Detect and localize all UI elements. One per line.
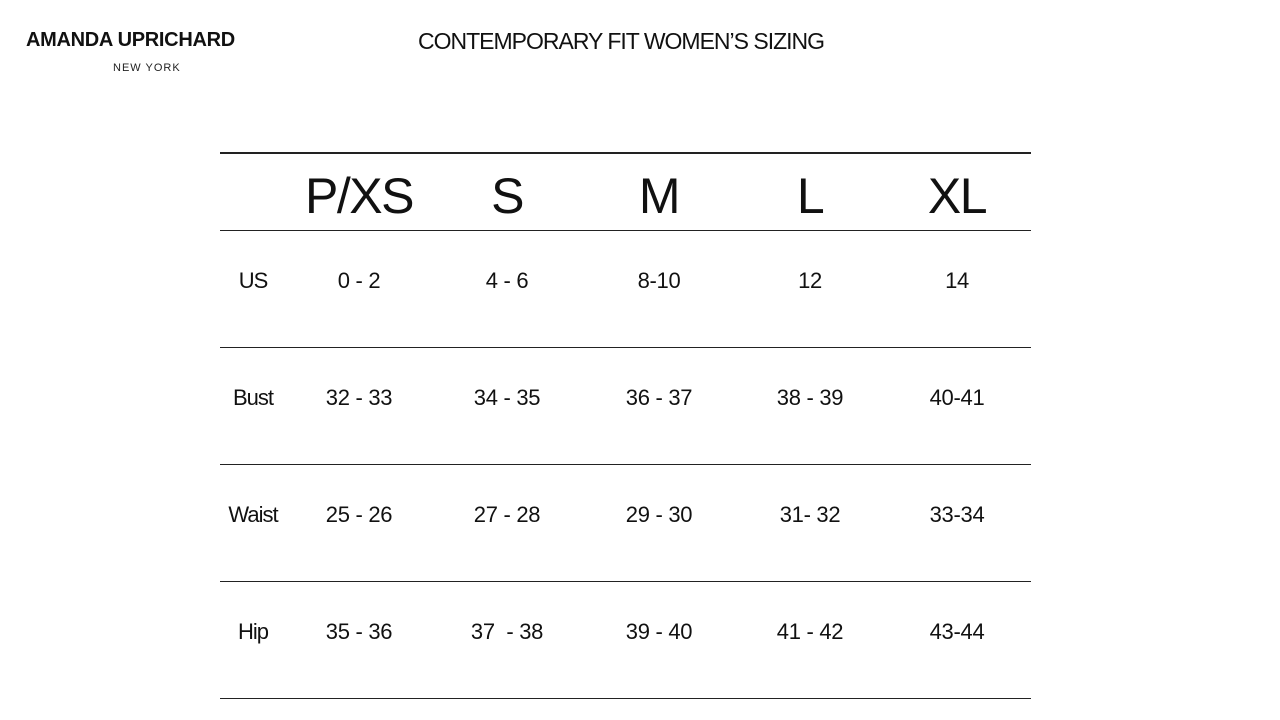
table-cell: 12 xyxy=(798,268,822,293)
table-cell: 37 - 38 xyxy=(470,619,544,644)
table-divider xyxy=(220,698,1031,699)
row-label: US xyxy=(238,268,269,293)
table-cell: 27 - 28 xyxy=(473,502,541,527)
column-header: M xyxy=(638,168,681,224)
table-cell: 33-34 xyxy=(929,502,985,527)
table-cell: 41 - 42 xyxy=(776,619,844,644)
column-header: S xyxy=(491,168,524,224)
table-cell: 36 - 37 xyxy=(625,385,693,410)
table-cell: 35 - 36 xyxy=(325,619,393,644)
table-cell: 40-41 xyxy=(929,385,985,410)
column-header: XL xyxy=(927,168,988,224)
page-title: CONTEMPORARY FIT WOMEN’S SIZING xyxy=(418,28,825,54)
table-cell: 29 - 30 xyxy=(625,502,693,527)
table-divider xyxy=(220,230,1031,231)
table-cell: 43-44 xyxy=(929,619,985,644)
table-divider xyxy=(220,464,1031,465)
table-cell: 32 - 33 xyxy=(325,385,393,410)
row-label: Waist xyxy=(228,502,278,527)
row-label: Bust xyxy=(232,385,274,410)
column-header: P/XS xyxy=(305,168,414,224)
table-cell: 4 - 6 xyxy=(485,268,529,293)
column-header: L xyxy=(796,168,825,224)
table-cell: 31- 32 xyxy=(779,502,841,527)
table-cell: 38 - 39 xyxy=(776,385,844,410)
table-divider xyxy=(220,347,1031,348)
table-cell: 25 - 26 xyxy=(325,502,393,527)
brand-city: NEW YORK xyxy=(113,62,181,74)
table-cell: 39 - 40 xyxy=(625,619,693,644)
table-cell: 0 - 2 xyxy=(337,268,381,293)
table-divider xyxy=(220,581,1031,582)
table-divider xyxy=(220,152,1031,154)
table-cell: 8-10 xyxy=(637,268,681,293)
table-cell: 34 - 35 xyxy=(473,385,541,410)
brand-logo: AMANDA UPRICHARD xyxy=(26,29,235,51)
table-cell: 14 xyxy=(945,268,969,293)
row-label: Hip xyxy=(237,619,269,644)
